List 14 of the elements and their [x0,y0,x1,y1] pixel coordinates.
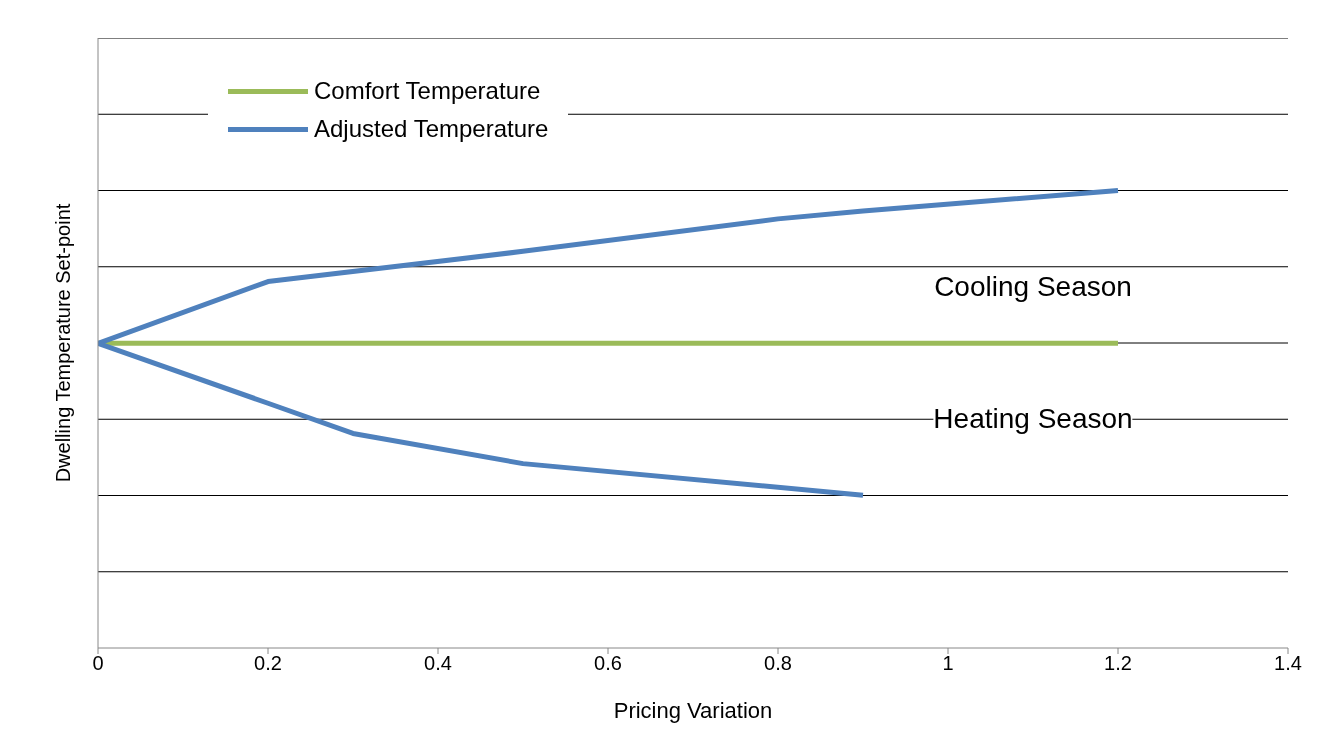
x-tick-label: 1 [942,652,954,675]
x-tick-label: 0 [92,652,104,675]
annotation: Heating Season [933,403,1133,436]
x-tick-label: 0.2 [254,652,282,675]
x-axis-title: Pricing Variation [613,698,773,723]
x-tick-label: 0.8 [764,652,792,675]
legend-label: Adjusted Temperature [314,115,549,143]
x-tick-label: 0.4 [424,652,452,675]
x-tick-label: 1.2 [1104,652,1132,675]
x-tick-label: 1.4 [1274,652,1302,675]
legend-label: Comfort Temperature [314,77,541,105]
annotation: Cooling Season [934,270,1132,303]
x-tick-label: 0.6 [594,652,622,675]
y-axis-title: Dwelling Temperature Set-point [51,203,75,483]
